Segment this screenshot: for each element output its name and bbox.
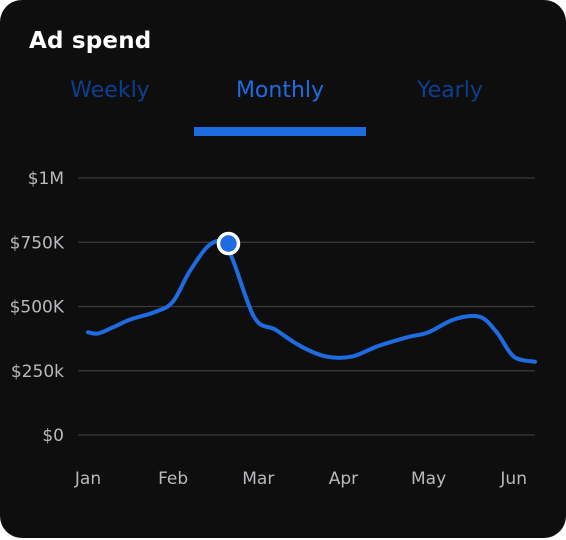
x-tick-label: Apr xyxy=(329,469,358,489)
y-tick-label: $750K xyxy=(10,233,65,253)
y-tick-label: $250k xyxy=(11,362,64,382)
card-title: Ad spend xyxy=(29,28,152,54)
y-tick-label: $1M xyxy=(28,169,64,189)
x-tick-label: Jun xyxy=(499,469,527,489)
highlighted-data-point[interactable] xyxy=(216,231,241,256)
x-tick-label: Jan xyxy=(74,469,101,489)
selected-tab-indicator xyxy=(194,127,366,136)
tab-monthly[interactable]: Monthly xyxy=(235,78,325,103)
series-line xyxy=(86,238,537,364)
tab-weekly[interactable]: Weekly xyxy=(70,78,150,103)
x-tick-label: Feb xyxy=(158,469,188,489)
x-tick-label: Mar xyxy=(242,469,274,489)
tab-yearly[interactable]: Yearly xyxy=(417,78,483,103)
y-tick-label: $0 xyxy=(42,426,64,446)
x-tick-label: May xyxy=(411,469,446,489)
y-tick-label: $500K xyxy=(10,298,65,318)
